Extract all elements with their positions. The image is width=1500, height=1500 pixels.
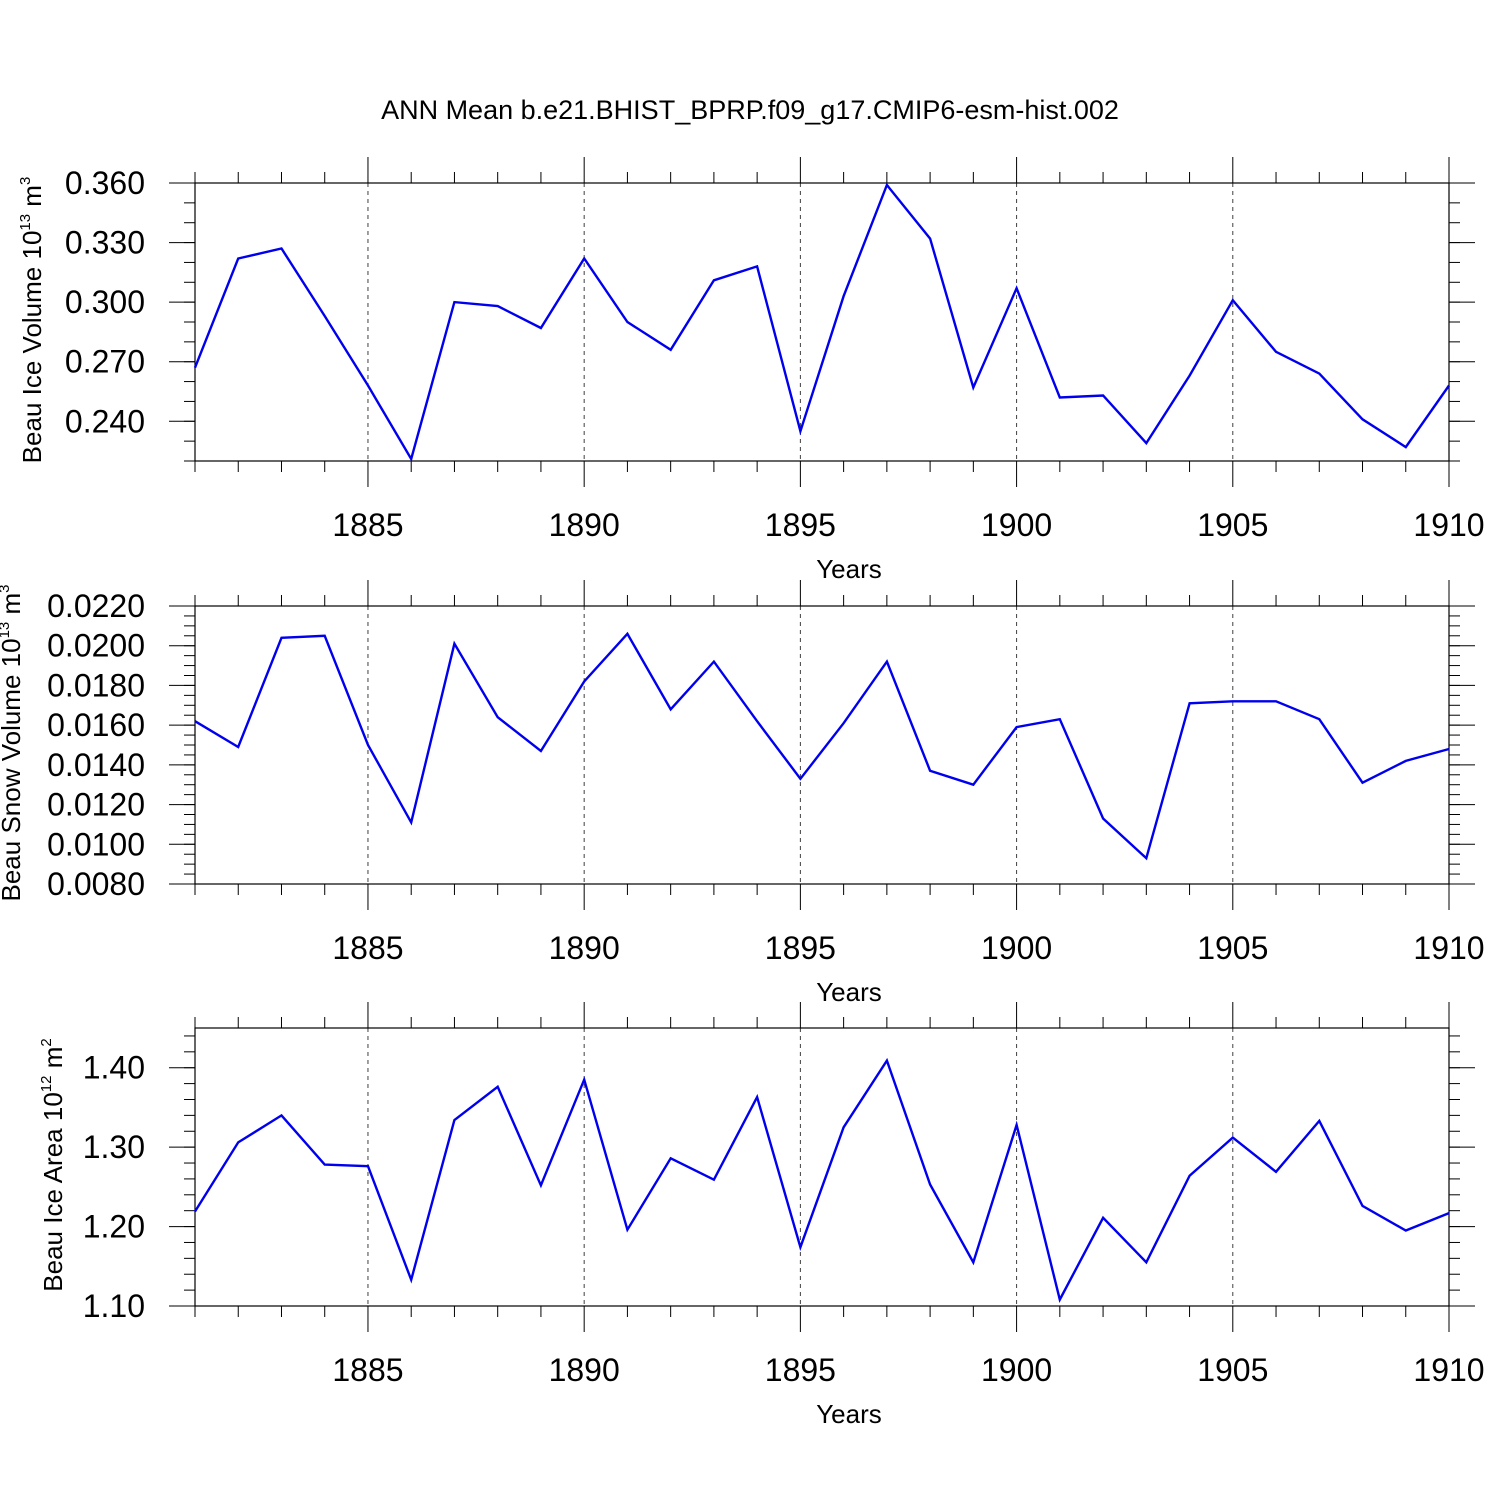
- x-tick-label: 1910: [1413, 1352, 1484, 1388]
- y-tick-label: 0.0080: [47, 866, 145, 902]
- y-tick-label: 0.300: [65, 284, 145, 320]
- x-tick-label: 1910: [1413, 930, 1484, 966]
- x-tick-label: 1895: [765, 1352, 836, 1388]
- y-tick-label: 1.20: [83, 1209, 145, 1245]
- y-tick-label: 0.330: [65, 225, 145, 261]
- panel-2: 1885 1890 1895 1900 1905 19100.00800.01000.01…: [0, 580, 1485, 1007]
- series-line-beau-snow-volume: [194, 631, 1450, 861]
- figure-title: ANN Mean b.e21.BHIST_BPRP.f09_g17.CMIP6-…: [381, 95, 1119, 125]
- x-tick-label: 1895: [765, 930, 836, 966]
- x-tick-label: 1890: [549, 507, 620, 543]
- y-tick-label: 0.0180: [47, 667, 145, 703]
- series-line-beau-ice-area: [193, 1057, 1450, 1303]
- panel-1: 1885 1890 1895 1900 1905 1910 0.240 0.270 0.300 0…: [17, 157, 1485, 584]
- y-tick-label: 0.0160: [47, 707, 145, 743]
- y-axis-label: Beau Ice Volume 1013 m3: [17, 177, 47, 464]
- x-tick-label: 1895: [765, 507, 836, 543]
- y-tick-label: 0.240: [65, 403, 145, 439]
- plot-frame: [194, 1027, 1450, 1307]
- series-line-beau-ice-volume: [193, 182, 1450, 463]
- x-tick-label: 1890: [549, 1352, 620, 1388]
- x-tick-label: 1885: [332, 1352, 403, 1388]
- y-tick-label: 0.270: [65, 344, 145, 380]
- y-tick-label: 0.0220: [47, 588, 145, 624]
- x-tick-label: 1885: [332, 507, 403, 543]
- y-tick-label: 0.0140: [47, 747, 145, 783]
- x-tick-label: 1905: [1197, 1352, 1268, 1388]
- x-tick-label: 1900: [981, 930, 1052, 966]
- x-tick-label: 1905: [1197, 930, 1268, 966]
- x-tick-label: 1900: [981, 1352, 1052, 1388]
- x-axis-label: Years: [816, 1399, 882, 1429]
- y-tick-label: 1.40: [83, 1050, 145, 1086]
- x-axis-label: Years: [816, 554, 882, 584]
- y-tick-label: 0.360: [65, 165, 145, 201]
- x-tick-label: 1890: [549, 930, 620, 966]
- y-tick-label: 1.30: [83, 1129, 145, 1165]
- y-axis-label: Beau Ice Area 1012 m2: [38, 1038, 68, 1291]
- x-tick-label: 1905: [1197, 507, 1268, 543]
- x-tick-label: 1900: [981, 507, 1052, 543]
- y-tick-label: 0.0200: [47, 628, 145, 664]
- y-axis-label: Beau Snow Volume 1013 m3: [0, 585, 26, 902]
- y-tick-label: 1.10: [83, 1288, 145, 1324]
- panels: 1885 1890 1895 1900 1905 1910 0.240 0.270 0.300 0…: [0, 157, 1485, 1429]
- panel-3: 1885 1890 1895 1900 1905 1910 1.10 1.20 1.30 1.40…: [38, 1002, 1485, 1429]
- x-tick-label: 1885: [332, 930, 403, 966]
- x-tick-label: 1910: [1413, 507, 1484, 543]
- y-tick-label: 0.0100: [47, 826, 145, 862]
- y-tick-label: 0.0120: [47, 787, 145, 823]
- plot-frame: [194, 605, 1450, 885]
- x-axis-label: Years: [816, 977, 882, 1007]
- plot-frame: [194, 182, 1450, 462]
